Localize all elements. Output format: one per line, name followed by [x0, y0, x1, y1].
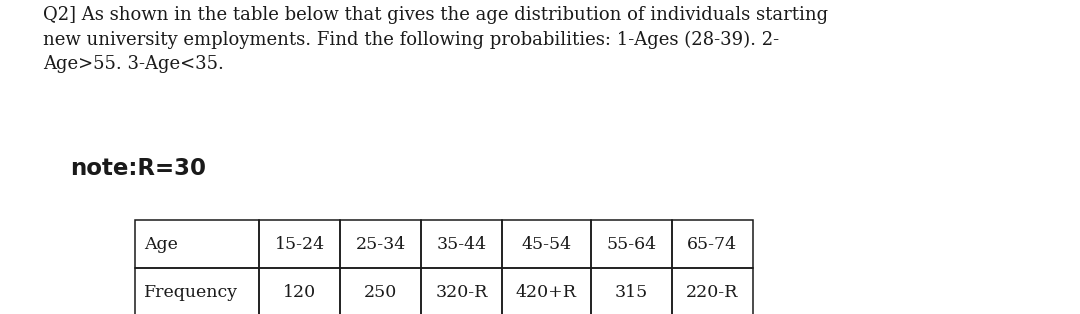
Text: 65-74: 65-74 [687, 236, 738, 253]
Text: 35-44: 35-44 [436, 236, 487, 253]
Bar [591, 220, 672, 268]
Text: 315: 315 [615, 284, 648, 301]
Text: 120: 120 [283, 284, 316, 301]
Bar [421, 268, 502, 314]
Bar [672, 268, 753, 314]
Text: 55-64: 55-64 [606, 236, 657, 253]
Bar [340, 220, 421, 268]
Bar [421, 220, 502, 268]
Text: 45-54: 45-54 [522, 236, 571, 253]
Bar [672, 220, 753, 268]
Text: 220-R: 220-R [686, 284, 739, 301]
Bar [591, 268, 672, 314]
Text: Frequency: Frequency [144, 284, 238, 301]
Bar [502, 268, 591, 314]
Bar [135, 268, 259, 314]
Bar [259, 268, 340, 314]
Text: 25-34: 25-34 [355, 236, 406, 253]
Text: Age: Age [144, 236, 177, 253]
Bar [135, 220, 259, 268]
Text: 15-24: 15-24 [274, 236, 325, 253]
Text: Q2] As shown in the table below that gives the age distribution of individuals s: Q2] As shown in the table below that giv… [43, 6, 828, 73]
Text: note:R=30: note:R=30 [70, 157, 206, 180]
Bar [259, 220, 340, 268]
Text: 420+R: 420+R [516, 284, 577, 301]
Bar [502, 220, 591, 268]
Bar [340, 268, 421, 314]
Text: 250: 250 [364, 284, 397, 301]
Text: 320-R: 320-R [435, 284, 488, 301]
